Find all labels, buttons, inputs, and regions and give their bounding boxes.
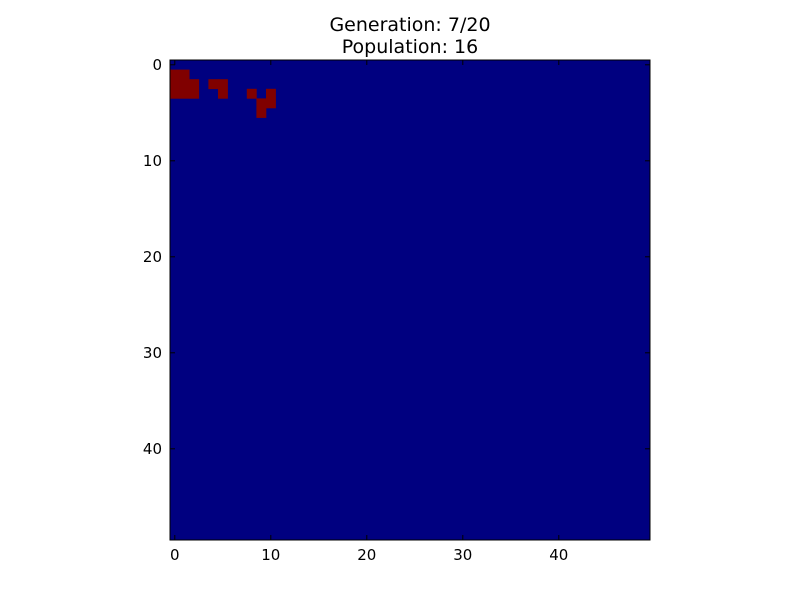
alive-cell-11 [246, 88, 257, 99]
plot-frame [169, 59, 651, 541]
alive-cell-15 [256, 108, 267, 118]
axis-ticks-layer: 0 10 20 30 40 0 10 20 30 40 [143, 56, 650, 564]
plot-area [170, 60, 650, 540]
alive-cell-1 [179, 69, 190, 80]
y-tick-label-10: 10 [143, 152, 162, 170]
alive-cell-9 [218, 79, 228, 90]
alive-cells-layer [170, 69, 276, 118]
alive-cell-8 [208, 79, 219, 90]
y-tick-label-20: 20 [143, 248, 162, 266]
alive-cell-0 [170, 69, 180, 80]
alive-cell-2 [170, 79, 180, 90]
alive-cell-7 [189, 88, 200, 99]
alive-cell-14 [266, 98, 276, 109]
x-tick-label-0: 0 [170, 546, 180, 564]
x-tick-label-40: 40 [549, 546, 568, 564]
y-tick-label-30: 30 [143, 344, 162, 362]
chart-title-generation: Generation: 7/20 [329, 14, 490, 36]
x-tick-label-30: 30 [453, 546, 472, 564]
alive-cell-4 [189, 79, 200, 90]
chart-title-population: Population: 16 [342, 36, 478, 58]
alive-cell-3 [179, 79, 190, 90]
x-tick-label-20: 20 [357, 546, 376, 564]
alive-cell-13 [256, 98, 267, 109]
alive-cell-10 [218, 88, 228, 99]
x-tick-label-10: 10 [261, 546, 280, 564]
alive-cell-6 [179, 88, 190, 99]
alive-cell-12 [266, 88, 276, 99]
y-tick-label-0: 0 [152, 56, 162, 74]
y-tick-label-40: 40 [143, 440, 162, 458]
alive-cell-5 [170, 88, 180, 99]
